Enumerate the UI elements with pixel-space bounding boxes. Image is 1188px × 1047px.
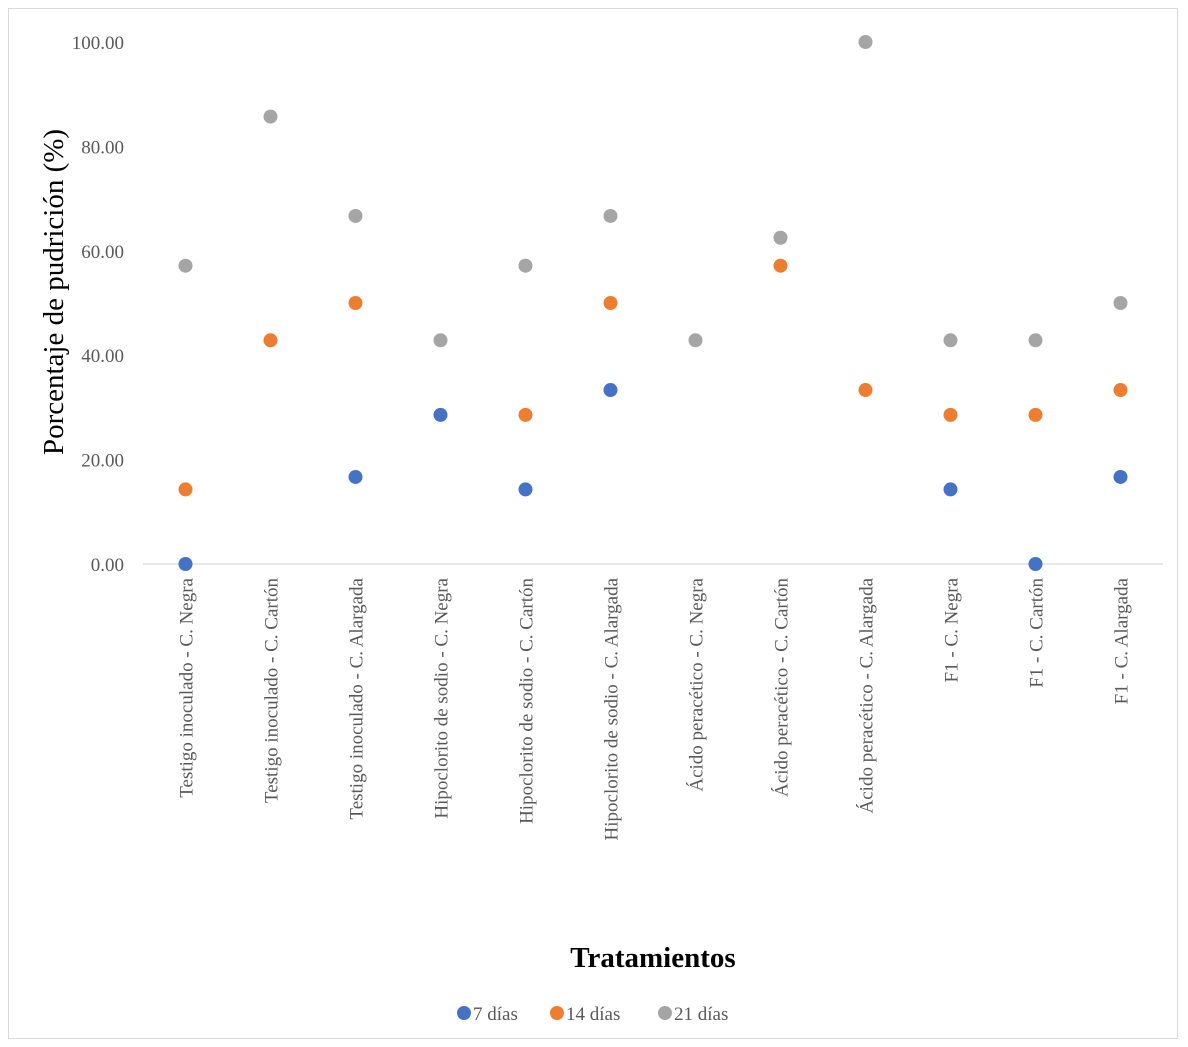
x-axis-tick-labels: Testigo inoculado - C. Negra Testigo inoc… <box>177 577 1133 840</box>
point-series-2-cat-5 <box>603 208 618 223</box>
point-series-2-cat-2 <box>348 208 363 223</box>
x-tick-label: Hipoclorito de sodio - C. Negra <box>432 577 453 818</box>
x-tick-label: Ácido peracético - C. Negra <box>686 577 708 791</box>
point-series-1-cat-10 <box>1028 407 1043 422</box>
point-series-2-cat-6 <box>688 333 703 348</box>
x-tick-label: F1 - C. Negra <box>942 577 963 682</box>
legend-label: 14 días <box>566 1004 620 1025</box>
legend: 7 días 14 días 21 días <box>457 1004 728 1025</box>
x-tick-label: Hipoclorito de sodio - C. Alargada <box>602 577 623 840</box>
x-tick-label: Testigo inoculado - C. Alargada <box>347 577 368 819</box>
point-series-1-cat-1 <box>263 333 278 348</box>
legend-label: 7 días <box>473 1004 518 1025</box>
point-series-2-cat-4 <box>518 258 533 273</box>
point-series-1-cat-5 <box>603 296 618 310</box>
point-series-2-cat-9 <box>943 333 958 348</box>
x-tick-label: Hipoclorito de sodio - C. Cartón <box>517 578 538 824</box>
point-series-2-cat-1 <box>263 109 278 124</box>
y-tick-label: 20.00 <box>81 451 124 472</box>
point-series-2-cat-8 <box>858 35 873 49</box>
x-axis-title: Tratamientos <box>570 942 735 974</box>
point-series-2-cat-10 <box>1028 333 1043 348</box>
y-axis-ticks: 0.00 20.00 40.00 60.00 80.00 100.00 <box>72 33 124 576</box>
point-series-1-cat-11 <box>1113 383 1128 398</box>
legend-marker <box>658 1006 672 1020</box>
y-tick-label: 80.00 <box>81 137 124 158</box>
y-tick-label: 0.00 <box>91 555 124 576</box>
point-series-2-cat-0 <box>178 258 193 273</box>
point-series-1-cat-4 <box>518 407 533 422</box>
point-series-1-cat-0 <box>178 482 193 497</box>
point-series-0-cat-5 <box>603 383 618 398</box>
legend-label: 21 días <box>674 1004 728 1025</box>
x-tick-label: F1 - C. Cartón <box>1027 578 1048 688</box>
point-series-1-cat-7 <box>773 258 788 273</box>
y-tick-label: 60.00 <box>81 242 124 263</box>
legend-marker <box>457 1006 471 1020</box>
point-series-0-cat-4 <box>518 482 533 497</box>
point-series-1-cat-9 <box>943 407 958 422</box>
x-tick-label: Ácido peracético - C. Cartón <box>771 578 793 797</box>
point-series-0-cat-9 <box>943 482 958 497</box>
x-tick-label: Ácido peracético - C. Alargada <box>856 577 878 813</box>
point-series-2-cat-11 <box>1113 296 1128 310</box>
point-series-1-cat-8 <box>858 383 873 398</box>
point-series-1-cat-2 <box>348 296 363 310</box>
point-series-2-cat-7 <box>773 230 788 245</box>
x-tick-label: Testigo inoculado - C. Negra <box>177 577 198 797</box>
x-tick-label: F1 - C. Alargada <box>1112 577 1133 704</box>
y-tick-label: 100.00 <box>72 33 124 54</box>
legend-marker <box>550 1006 564 1020</box>
point-series-0-cat-3 <box>433 407 448 422</box>
x-tick-label: Testigo inoculado - C. Cartón <box>262 578 283 804</box>
point-series-0-cat-0 <box>178 557 193 571</box>
point-series-0-cat-10 <box>1028 557 1043 571</box>
point-series-2-cat-3 <box>433 333 448 348</box>
data-points <box>178 35 1128 571</box>
point-series-0-cat-2 <box>348 469 363 484</box>
y-tick-label: 40.00 <box>81 346 124 367</box>
y-axis-title: Porcentaje de pudrición (%) <box>38 129 70 455</box>
point-series-0-cat-11 <box>1113 469 1128 484</box>
chart-frame <box>8 8 1178 1039</box>
